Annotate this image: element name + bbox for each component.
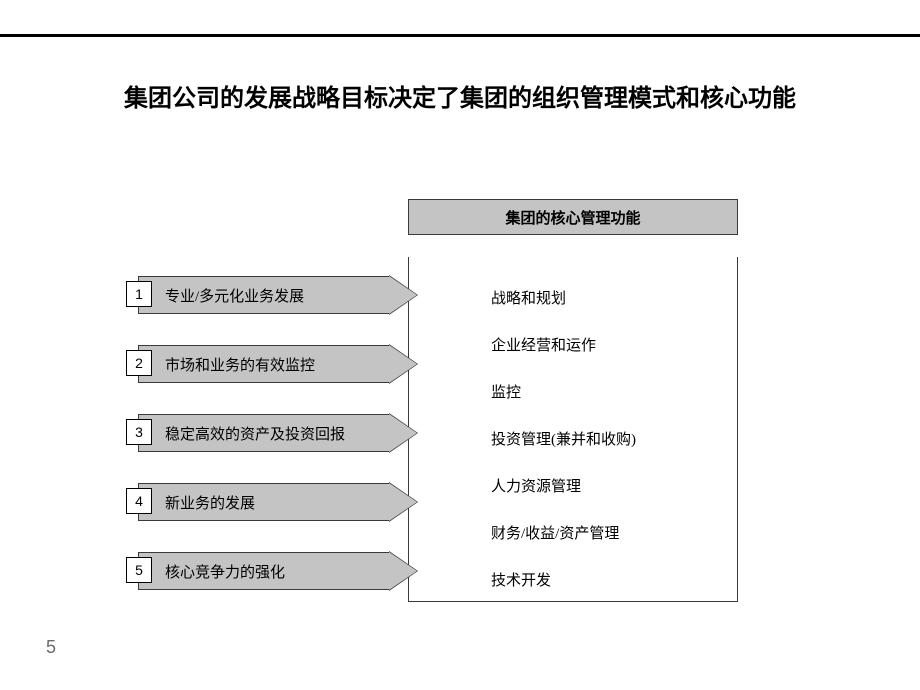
function-item: 技术开发 <box>491 569 737 590</box>
arrow-label: 核心竞争力的强化 <box>165 561 285 582</box>
arrow-row-1: 专业/多元化业务发展 1 <box>126 276 421 314</box>
function-item: 企业经营和运作 <box>491 334 737 355</box>
arrow-label: 新业务的发展 <box>165 492 255 513</box>
function-item: 财务/收益/资产管理 <box>491 522 737 543</box>
arrow-label: 专业/多元化业务发展 <box>165 285 304 306</box>
arrow-label: 稳定高效的资产及投资回报 <box>165 423 345 444</box>
arrow-tip-icon <box>389 276 417 314</box>
arrow-number-box: 1 <box>126 281 152 307</box>
arrow-tip-icon <box>389 414 417 452</box>
arrow-label: 市场和业务的有效监控 <box>165 354 315 375</box>
page-number: 5 <box>46 637 56 658</box>
core-functions-panel: 战略和规划 企业经营和运作 监控 投资管理(兼并和收购) 人力资源管理 财务/收… <box>408 257 738 602</box>
arrow-row-2: 市场和业务的有效监控 2 <box>126 345 421 383</box>
arrow-number-box: 4 <box>126 488 152 514</box>
arrow-bar: 市场和业务的有效监控 <box>138 345 390 383</box>
arrow-bar: 新业务的发展 <box>138 483 390 521</box>
arrow-row-3: 稳定高效的资产及投资回报 3 <box>126 414 421 452</box>
arrow-number-box: 5 <box>126 557 152 583</box>
arrow-row-5: 核心竞争力的强化 5 <box>126 552 421 590</box>
function-item: 人力资源管理 <box>491 475 737 496</box>
arrow-tip-icon <box>389 483 417 521</box>
function-item: 监控 <box>491 381 737 402</box>
arrow-tip-icon <box>389 345 417 383</box>
core-functions-header: 集团的核心管理功能 <box>408 199 738 235</box>
top-bar <box>0 34 920 37</box>
arrow-tip-icon <box>389 552 417 590</box>
arrow-number-box: 2 <box>126 350 152 376</box>
arrow-row-4: 新业务的发展 4 <box>126 483 421 521</box>
arrow-number-box: 3 <box>126 419 152 445</box>
function-item: 投资管理(兼并和收购) <box>491 428 737 449</box>
arrow-bar: 专业/多元化业务发展 <box>138 276 390 314</box>
page-title: 集团公司的发展战略目标决定了集团的组织管理模式和核心功能 <box>0 78 920 113</box>
function-item: 战略和规划 <box>491 287 737 308</box>
arrow-bar: 稳定高效的资产及投资回报 <box>138 414 390 452</box>
arrow-bar: 核心竞争力的强化 <box>138 552 390 590</box>
